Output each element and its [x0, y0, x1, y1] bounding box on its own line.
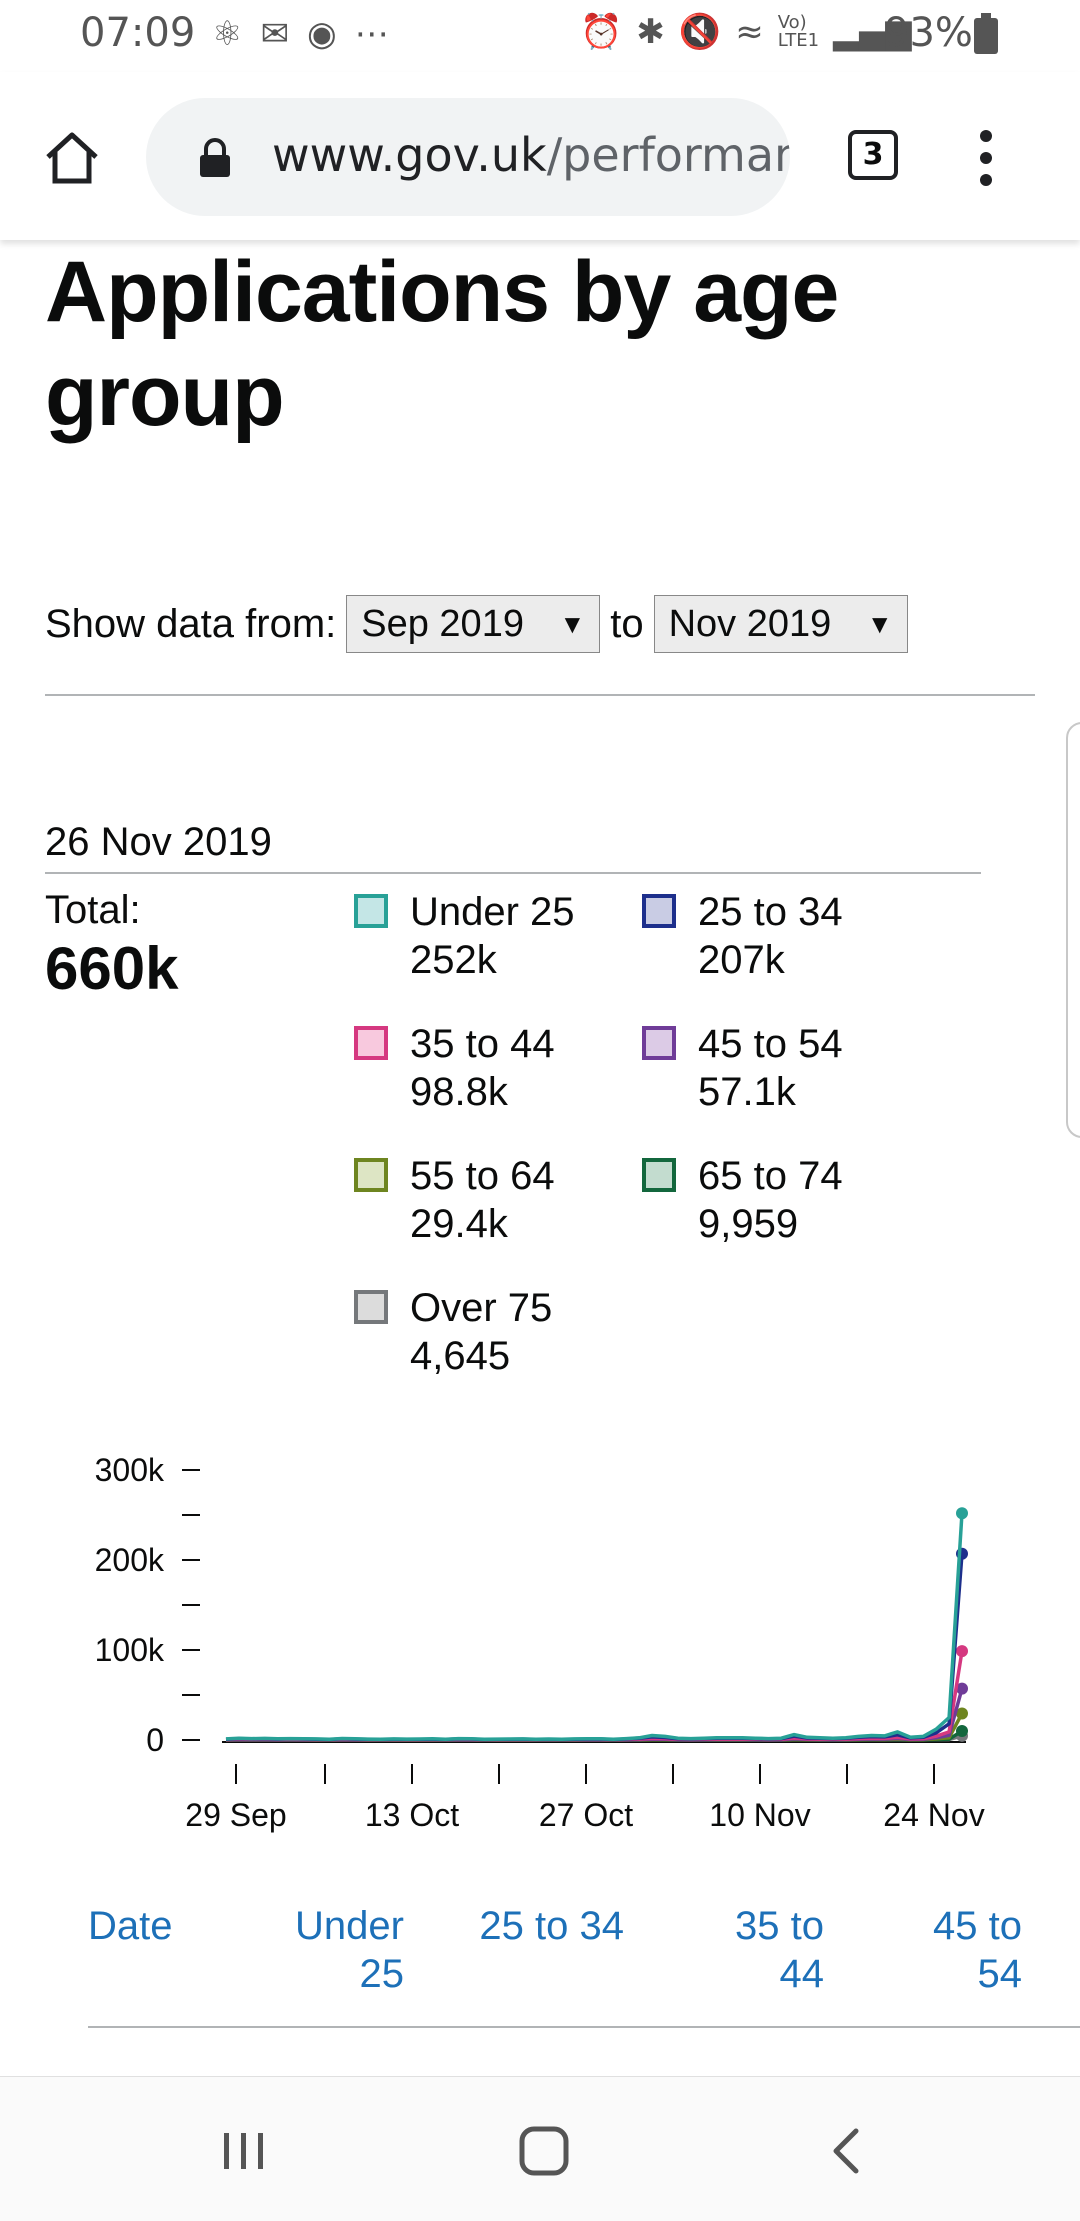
y-axis-label: 200k — [95, 1542, 165, 1578]
divider — [45, 872, 981, 874]
messenger-icon: ◉ — [306, 14, 337, 54]
legend-value: 57.1k — [698, 1070, 796, 1114]
recent-apps-icon[interactable] — [214, 2121, 274, 2181]
series-end-point — [956, 1707, 968, 1720]
browser-toolbar: www.gov.uk/performan 3 — [0, 72, 1080, 240]
x-axis-label: 29 Sep — [185, 1797, 286, 1833]
filter-to-label: to — [610, 601, 644, 646]
series-line-45-to-54 — [225, 1688, 964, 1742]
y-axis-label: 300k — [95, 1452, 165, 1488]
column-header-35-to-44[interactable]: 35 to 44 — [735, 1904, 824, 1996]
legend-name: 55 to 64 — [410, 1154, 555, 1198]
battery-percent: 93% — [884, 10, 973, 56]
legend-name: Over 75 — [410, 1286, 553, 1330]
gmail-icon: ✉ — [260, 14, 289, 54]
total-value: 660k — [45, 935, 179, 1002]
y-axis-label: 0 — [146, 1722, 164, 1758]
x-axis-label: 27 Oct — [539, 1797, 633, 1833]
chevron-down-icon: ▼ — [559, 608, 586, 639]
battery-icon — [974, 13, 998, 54]
page-title: Applications by age group — [45, 244, 839, 444]
legend-swatch — [642, 1026, 676, 1060]
status-time: 07:09 — [80, 10, 196, 56]
legend-item-65-to-74[interactable]: 65 to 74 9,959 — [642, 1154, 922, 1264]
legend-swatch — [642, 1158, 676, 1192]
legend-item-25-to-34[interactable]: 25 to 34 207k — [642, 890, 922, 1000]
legend-value: 29.4k — [410, 1202, 508, 1246]
url-path: /performan — [546, 128, 790, 182]
url-text: www.gov.uk/performan — [272, 128, 790, 182]
column-header-45-to-54[interactable]: 45 to 54 — [933, 1904, 1022, 1996]
notification-icon: ⚛ — [212, 14, 243, 54]
home-nav-icon[interactable] — [514, 2121, 574, 2181]
x-axis-label: 24 Nov — [883, 1797, 984, 1833]
data-table-header: Date Under 25 25 to 34 35 to 44 45 to 54 — [0, 1898, 1080, 2008]
android-nav-bar — [0, 2076, 1080, 2221]
signal-icon: ▂▄▆ — [833, 12, 912, 52]
series-end-point — [956, 1725, 968, 1738]
legend-value: 98.8k — [410, 1070, 508, 1114]
back-icon[interactable] — [818, 2121, 878, 2181]
legend-value: 9,959 — [698, 1202, 799, 1246]
legend-swatch — [354, 1290, 388, 1324]
to-date-select[interactable]: Nov 2019 ▼ — [653, 595, 908, 653]
filter-label: Show data from: — [45, 601, 337, 646]
x-axis-label: 13 Oct — [365, 1797, 459, 1833]
alarm-icon: ⏰ — [580, 12, 623, 52]
legend-name: Under 25 — [410, 890, 575, 934]
home-icon[interactable] — [42, 127, 102, 187]
legend-item-over-75[interactable]: Over 75 4,645 — [354, 1286, 634, 1396]
applications-line-chart[interactable]: 0 100k 200k 300k 29 Sep 13 Oct 27 Oct 10 Nov 24 … — [0, 1440, 1080, 1860]
divider — [45, 694, 1035, 696]
legend-item-55-to-64[interactable]: 55 to 64 29.4k — [354, 1154, 634, 1264]
column-header-under-25[interactable]: Under 25 — [295, 1904, 404, 1996]
series-line-25-to-34 — [225, 1553, 964, 1742]
legend-swatch — [354, 1158, 388, 1192]
legend-swatch — [354, 1026, 388, 1060]
legend-name: 35 to 44 — [410, 1022, 555, 1066]
bluetooth-icon: ✱ — [636, 12, 665, 52]
system-icons: ⏰ ✱ 🔇 ≈ Vo) LTE1 ▂▄▆ — [580, 12, 912, 52]
legend-swatch — [642, 894, 676, 928]
x-axis-label: 10 Nov — [709, 1797, 810, 1833]
series-end-point — [956, 1645, 968, 1658]
legend-item-under-25[interactable]: Under 25 252k — [354, 890, 634, 1000]
selected-date: 26 Nov 2019 — [45, 820, 272, 864]
y-axis-label: 100k — [95, 1632, 165, 1668]
legend-value: 4,645 — [410, 1334, 511, 1378]
to-date-value: Nov 2019 — [668, 602, 832, 645]
divider — [88, 2026, 1080, 2028]
legend-name: 45 to 54 — [698, 1022, 843, 1066]
mute-icon: 🔇 — [678, 12, 722, 52]
series-line-under-25 — [225, 1513, 964, 1742]
legend-name: 25 to 34 — [698, 890, 843, 934]
legend-name: 65 to 74 — [698, 1154, 843, 1198]
legend-item-45-to-54[interactable]: 45 to 54 57.1k — [642, 1022, 922, 1132]
column-header-date[interactable]: Date — [88, 1904, 173, 1948]
more-options-icon[interactable] — [978, 130, 994, 186]
more-icon: ⋯ — [354, 14, 389, 54]
chevron-down-icon: ▼ — [866, 608, 893, 639]
lock-icon — [200, 138, 230, 177]
column-header-25-to-34[interactable]: 25 to 34 — [479, 1904, 624, 1948]
series-end-point — [956, 1682, 968, 1695]
legend-item-35-to-44[interactable]: 35 to 44 98.8k — [354, 1022, 634, 1132]
series-end-point — [956, 1507, 968, 1520]
from-date-value: Sep 2019 — [361, 602, 524, 645]
legend-value: 252k — [410, 938, 497, 982]
from-date-select[interactable]: Sep 2019 ▼ — [346, 595, 601, 653]
side-panel-handle[interactable] — [1066, 722, 1080, 1138]
notification-icons: ⚛ ✉ ◉ ⋯ — [212, 14, 389, 54]
volte-icon: Vo) LTE1 — [777, 12, 820, 51]
legend-value: 207k — [698, 938, 785, 982]
total-label: Total: — [45, 888, 141, 932]
tab-switcher-button[interactable]: 3 — [848, 130, 898, 180]
legend-swatch — [354, 894, 388, 928]
date-range-filter: Show data from: Sep 2019 ▼ to Nov 2019 ▼ — [45, 594, 918, 654]
wifi-icon: ≈ — [735, 12, 764, 52]
status-bar: 07:09 ⚛ ✉ ◉ ⋯ ⏰ ✱ 🔇 ≈ Vo) LTE1 ▂▄▆ 93% — [0, 0, 1080, 72]
url-domain: www.gov.uk — [272, 128, 547, 182]
series-line-35-to-44 — [225, 1650, 964, 1742]
address-bar[interactable]: www.gov.uk/performan — [146, 98, 790, 216]
